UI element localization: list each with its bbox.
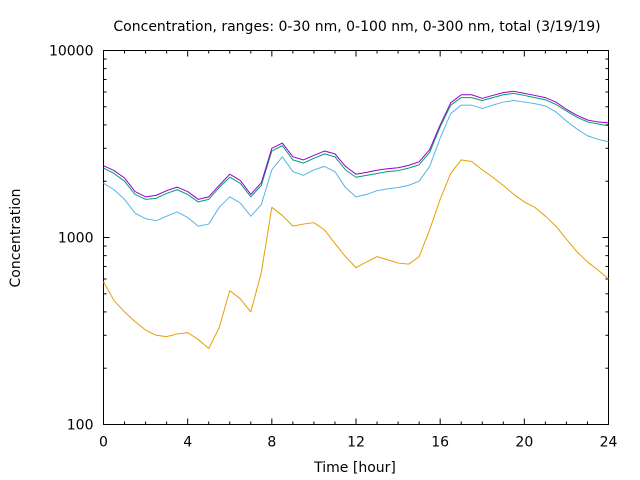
series-line-3 xyxy=(103,92,609,203)
series-line-1 xyxy=(103,159,609,349)
x-tick-label: 8 xyxy=(267,435,276,451)
x-tick-label: 4 xyxy=(183,435,192,451)
plot-frame xyxy=(103,50,609,425)
x-tick-label: 16 xyxy=(431,435,449,451)
series-line-4 xyxy=(103,90,609,200)
y-axis-title: Concentration xyxy=(8,188,24,287)
tick-labels: 0 4 8 12 16 20 24 100 1000 10000 xyxy=(49,44,618,451)
x-tick-label: 12 xyxy=(347,435,365,451)
x-tick-label: 0 xyxy=(99,435,108,451)
series-line-2 xyxy=(103,100,609,227)
x-tick-label: 24 xyxy=(600,435,618,451)
y-tick-label: 100 xyxy=(67,418,94,434)
axis-ticks xyxy=(103,50,609,425)
chart-title: Concentration, ranges: 0-30 nm, 0-100 nm… xyxy=(113,19,600,35)
x-tick-label: 20 xyxy=(515,435,533,451)
y-tick-label: 10000 xyxy=(49,44,94,60)
y-tick-label: 1000 xyxy=(58,231,94,247)
series-layer xyxy=(103,90,609,349)
x-axis-title: Time [hour] xyxy=(313,460,396,476)
